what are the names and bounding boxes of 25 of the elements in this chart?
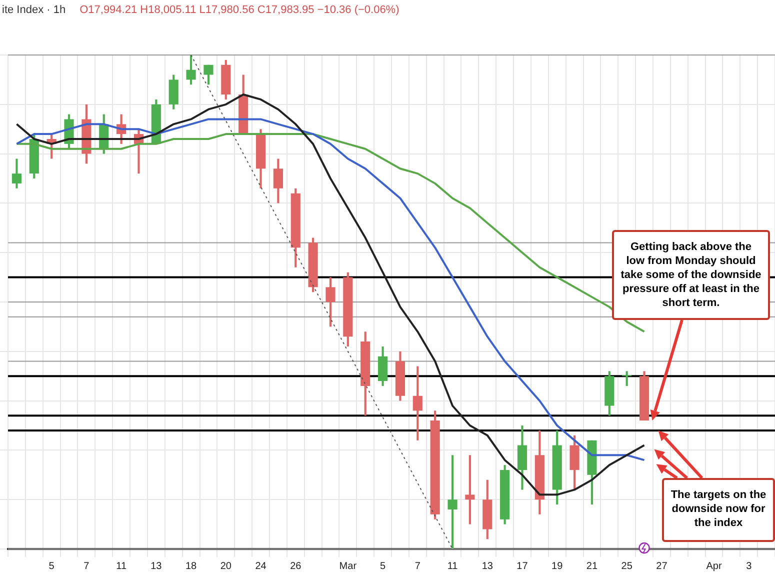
x-tick-label: 11 xyxy=(116,560,127,572)
callout-box: The targets on the downside now for the index xyxy=(662,478,775,542)
chart-subtitle: O17,994.21 H18,005.11 L17,980.56 C17,983.95 −10.36 (−0.06%) xyxy=(80,4,400,16)
chart-title: ite Index · 1h xyxy=(2,4,66,16)
x-tick-label: 25 xyxy=(621,560,633,572)
x-tick-label: Apr xyxy=(706,560,722,572)
x-tick-label: 11 xyxy=(447,560,458,572)
x-tick-label: 24 xyxy=(255,560,267,572)
x-tick-label: 5 xyxy=(48,560,55,572)
x-tick-label: 21 xyxy=(586,560,598,572)
x-tick-label: 19 xyxy=(552,560,564,572)
x-tick-label: 7 xyxy=(414,560,421,572)
x-tick-label: 7 xyxy=(84,560,90,572)
x-tick-label: 17 xyxy=(516,560,528,572)
x-tick-label: Mar xyxy=(339,560,358,572)
x-tick-label: 13 xyxy=(482,560,494,572)
candlestick xyxy=(622,371,632,386)
x-tick-label: 5 xyxy=(380,560,386,572)
x-tick-label: 18 xyxy=(185,560,198,572)
x-tick-label: 26 xyxy=(290,560,302,572)
x-tick-label: 20 xyxy=(220,560,232,572)
x-tick-label: 27 xyxy=(656,560,668,572)
x-tick-label: 3 xyxy=(746,560,752,572)
x-tick-label: 13 xyxy=(150,560,162,572)
callout-box: Getting back above the low from Monday should take some of the downside pressure off at least in the short term. xyxy=(612,230,770,320)
